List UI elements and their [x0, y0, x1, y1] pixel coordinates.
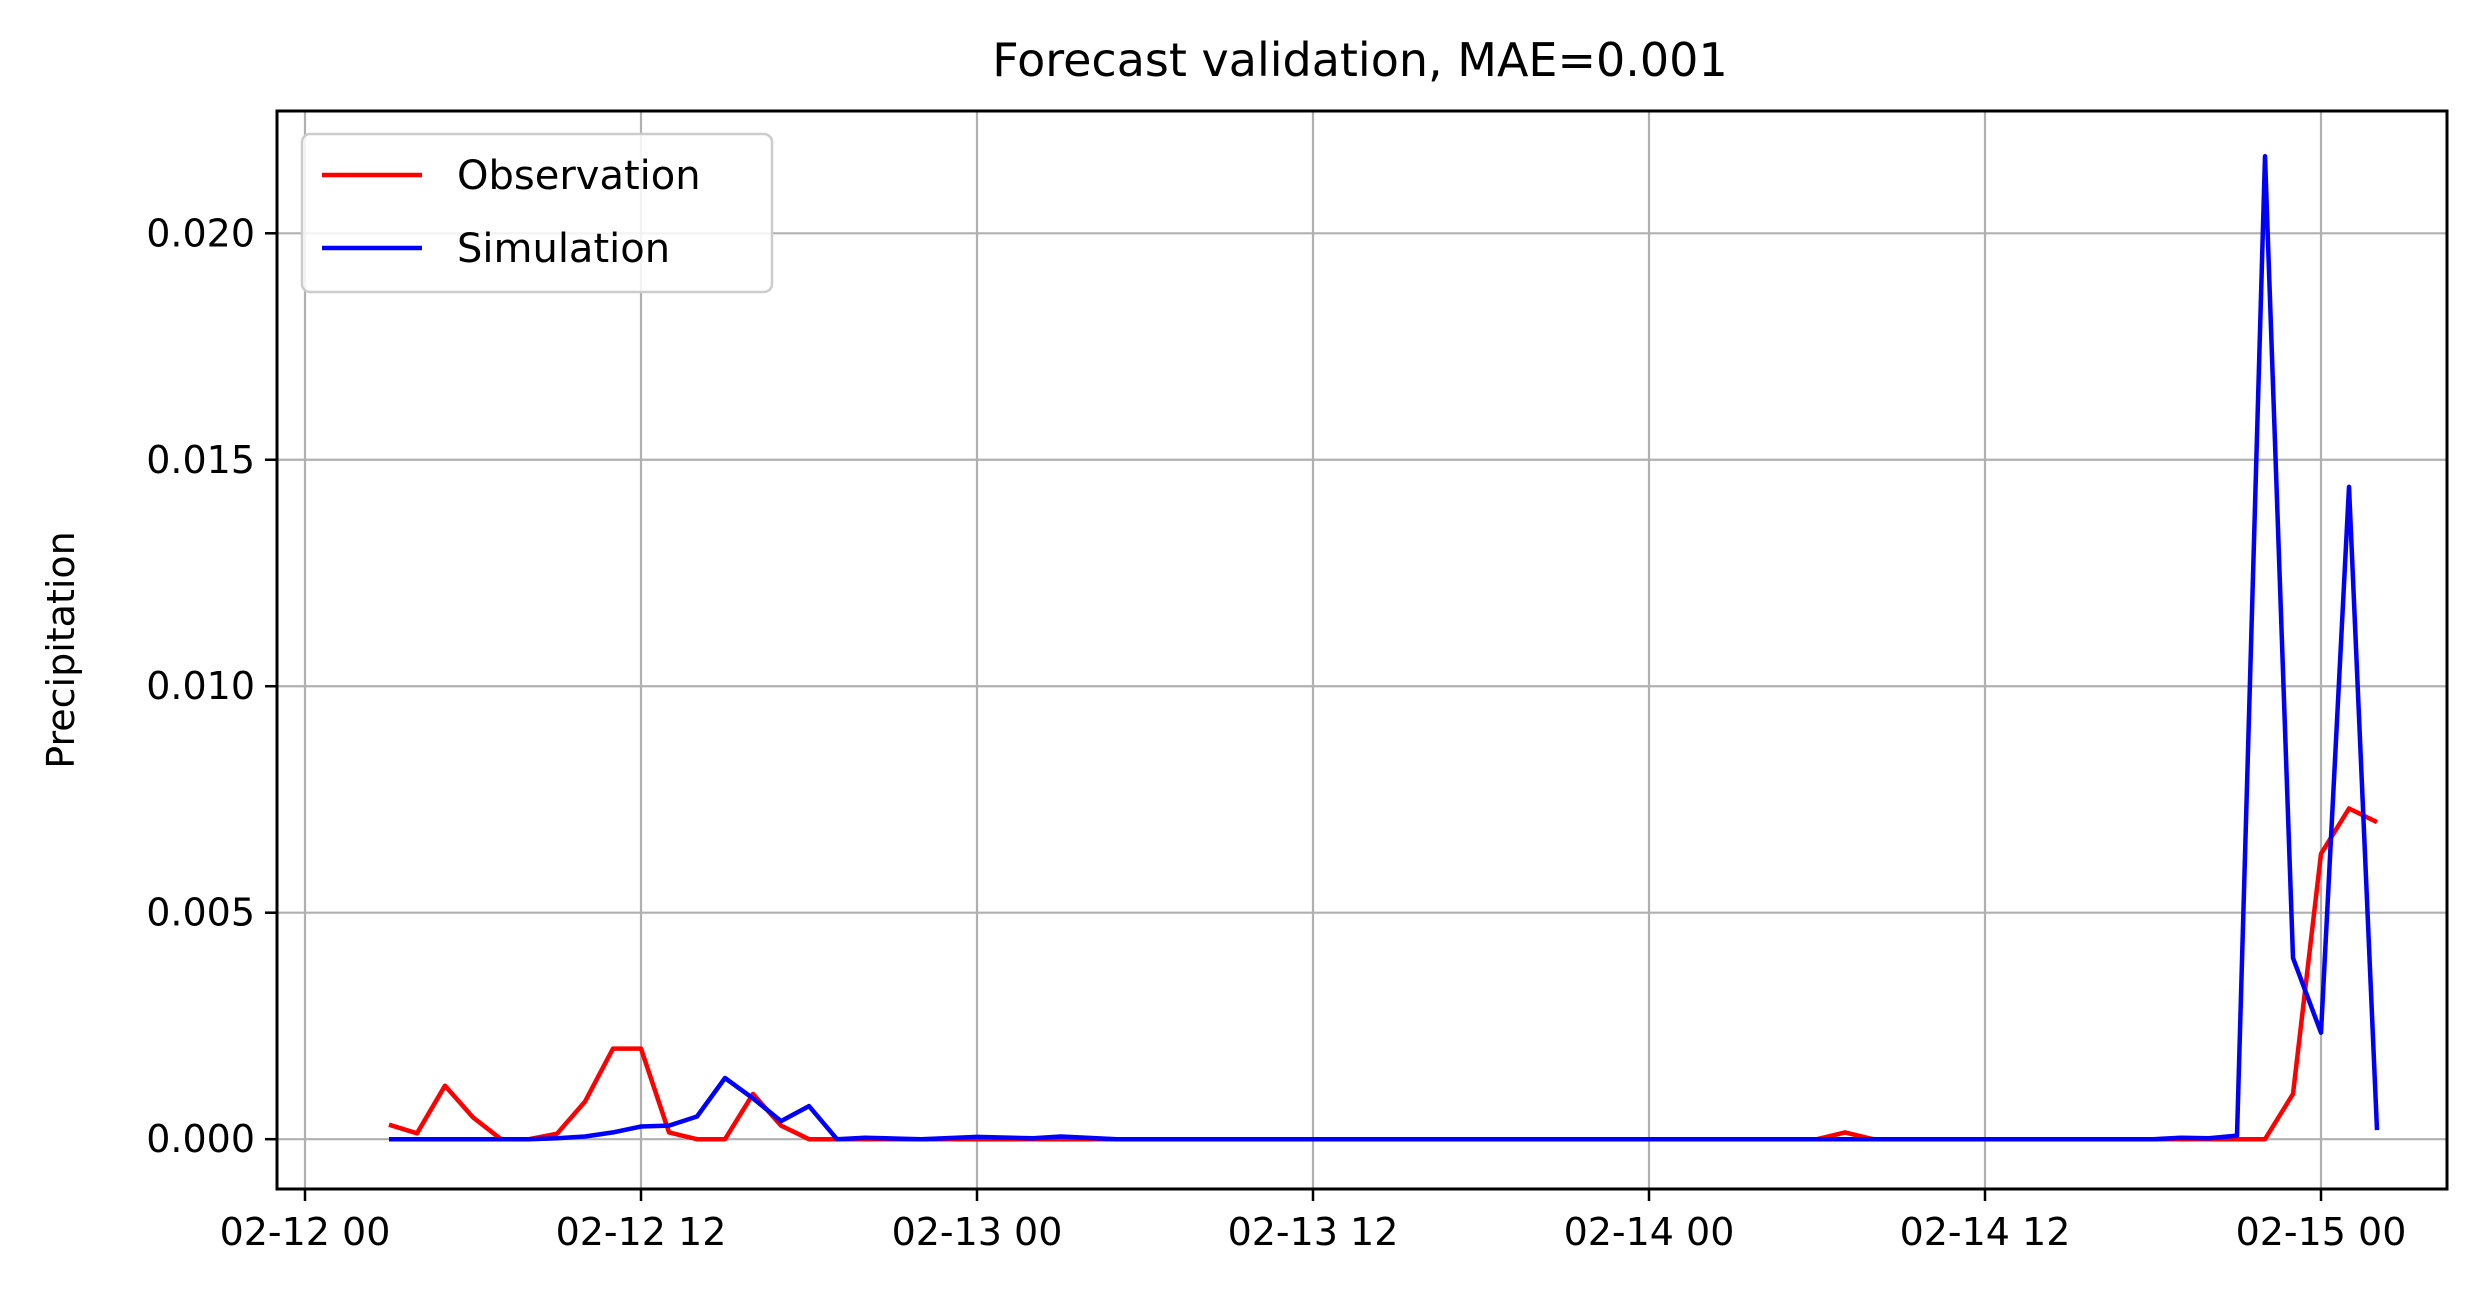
legend[interactable]: Observation Simulation	[300, 132, 774, 294]
y-axis-label: Precipitation	[39, 531, 83, 769]
legend-label-simulation: Simulation	[457, 226, 670, 272]
x-tick-label: 02-14 12	[1900, 1210, 2071, 1254]
y-axis: 0.000 0.005 0.010 0.015 0.020	[146, 211, 277, 1161]
series-group	[388, 154, 2380, 1142]
chart-title: Forecast validation, MAE=0.001	[992, 33, 1727, 87]
y-tick-label: 0.005	[146, 891, 255, 935]
legend-label-observation: Observation	[457, 153, 701, 199]
x-tick-label: 02-12 00	[220, 1210, 391, 1254]
y-tick-label: 0.020	[146, 211, 255, 255]
x-tick-label: 02-14 00	[1564, 1210, 1735, 1254]
x-tick-label: 02-15 00	[2236, 1210, 2407, 1254]
y-tick-label: 0.010	[146, 664, 255, 708]
x-tick-label: 02-12 12	[556, 1210, 727, 1254]
plot-frame	[275, 109, 2449, 1191]
series-line-simulation	[389, 154, 2380, 1142]
x-tick-label: 02-13 00	[892, 1210, 1063, 1254]
grid	[277, 111, 2447, 1189]
x-tick-label: 02-13 12	[1228, 1210, 1399, 1254]
y-tick-label: 0.000	[146, 1117, 255, 1161]
y-tick-label: 0.015	[146, 438, 255, 482]
x-axis: 02-12 00 02-12 12 02-13 00 02-13 12 02-14 00…	[220, 1189, 2407, 1254]
